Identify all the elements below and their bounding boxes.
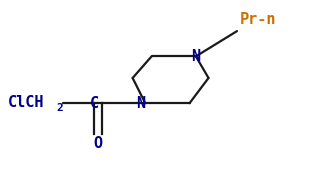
Text: Pr-n: Pr-n [239, 12, 276, 27]
Text: O: O [93, 136, 102, 151]
Text: C: C [89, 96, 99, 111]
Text: 2: 2 [57, 103, 63, 113]
Text: N: N [136, 96, 145, 111]
Text: ClCH: ClCH [8, 95, 44, 110]
Text: N: N [191, 49, 200, 64]
